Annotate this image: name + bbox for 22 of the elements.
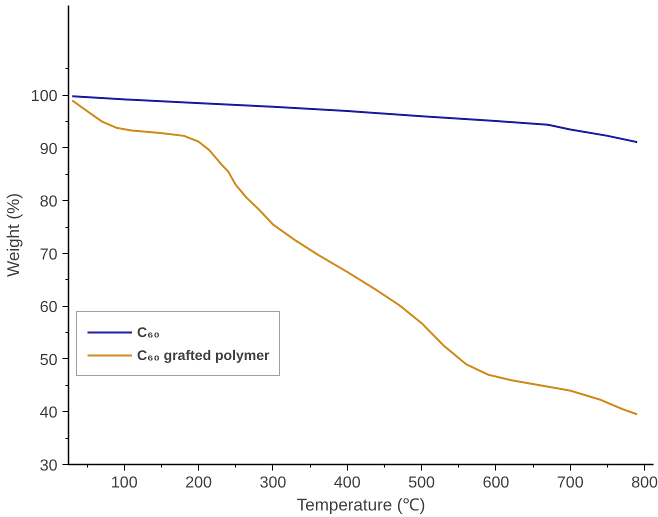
y-axis-title: Weight (%): [4, 193, 23, 277]
y-tick-label: 50: [40, 352, 58, 369]
legend-label: C₆₀ grafted polymer: [137, 347, 270, 363]
legend-label: C₆₀: [137, 324, 160, 340]
y-tick-label: 100: [30, 88, 58, 106]
x-tick-label: 300: [260, 474, 286, 492]
y-tick-label: 30: [40, 458, 58, 474]
x-tick-label: 400: [334, 474, 361, 492]
line-series: [71, 95, 638, 144]
x-tick-label: 500: [408, 474, 436, 492]
x-tick-label: 800: [631, 474, 658, 492]
x-tick-label: 700: [556, 474, 584, 492]
y-tick-label: 40: [40, 404, 58, 422]
y-tick-label: 60: [40, 299, 58, 316]
y-tick-label: 90: [40, 140, 58, 158]
y-tick-label: 70: [40, 246, 58, 264]
x-tick-label: 100: [110, 474, 138, 492]
y-tick-label: 80: [40, 194, 58, 211]
line-series: [71, 99, 638, 416]
x-tick-label: 200: [185, 474, 212, 492]
x-axis-title: Temperature (℃): [296, 496, 426, 514]
x-tick-label: 600: [482, 474, 510, 492]
